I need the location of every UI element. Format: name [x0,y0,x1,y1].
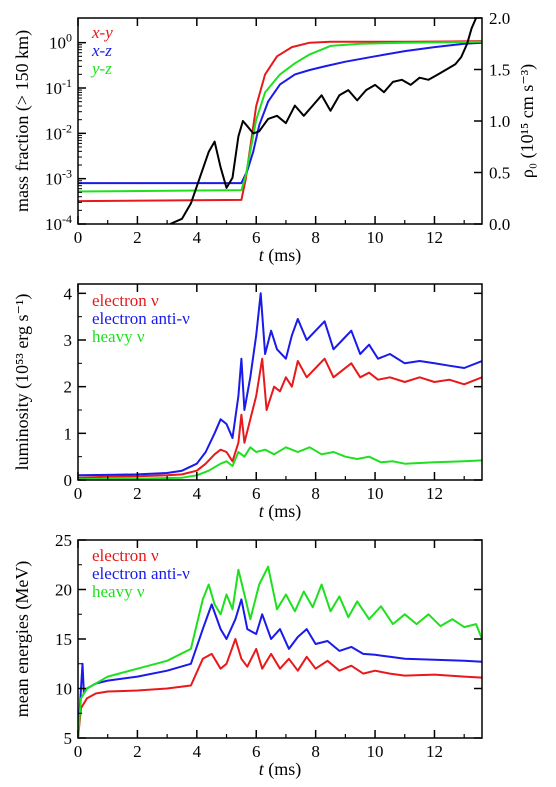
x-tick-label: 0 [74,742,83,761]
y-tick-label: 2 [64,378,73,397]
y2-tick-label: 0.5 [489,164,510,183]
x-tick-label: 6 [252,742,261,761]
y2-axis-label: ρ₀ (10¹⁵ cm s⁻³) [517,64,538,178]
y-tick-label: 0 [64,471,73,490]
y-tick-label: 15 [55,630,72,649]
y2-tick-label: 2.0 [489,9,510,28]
x-tick-label: 6 [252,484,261,503]
x-tick-label: 4 [193,742,202,761]
legend-entry: electron anti-ν [92,309,190,328]
x-axis-label: t (ms) [259,245,302,266]
x-tick-label: 4 [193,228,202,247]
x-tick-label: 4 [193,484,202,503]
y-tick-label: 10-3 [45,167,72,189]
x-tick-label: 2 [133,742,142,761]
plot-frame [77,283,483,481]
x-tick-label: 2 [133,228,142,247]
x-tick-label: 0 [74,484,83,503]
x-tick-label: 12 [426,742,443,761]
legend-entry: electron ν [92,291,159,310]
y-tick-label: 10-4 [45,212,72,234]
legend-entry: y-z [90,59,112,78]
series-line-electron- [78,638,482,738]
x-axis-label: t (ms) [259,759,302,780]
series-line-x-z [78,41,482,185]
series-line-electron- [78,357,482,479]
series-line-x-y [78,40,482,203]
x-tick-label: 10 [367,484,384,503]
x-tick-label: 0 [74,228,83,247]
y-tick-label: 10-2 [45,121,72,143]
legend-entry: electron anti-ν [92,564,190,583]
y-axis-label: mass fraction (> 150 km) [12,30,33,212]
y-axis-label: mean energies (MeV) [12,561,33,718]
y-tick-label: 1 [64,424,73,443]
y-tick-label: 100 [49,31,72,53]
legend-entry: heavy ν [92,582,145,601]
series-line-electron-anti- [78,598,482,738]
x-tick-label: 6 [252,228,261,247]
x-tick-label: 8 [311,484,320,503]
y2-tick-label: 1.0 [489,112,510,131]
mean-energies-panel: 0 2 4 6 8 10 12 t (ms) 5 10 15 20 25 mean energies (M… [12,531,483,780]
x-tick-label: 2 [133,484,142,503]
series-line-density [169,18,478,224]
y2-tick-label: 1.5 [489,61,510,80]
legend-entry: electron ν [92,546,159,565]
legend-entry: heavy ν [92,327,145,346]
y-tick-label: 10-1 [45,76,72,98]
y-axis-label: luminosity (10⁵³ erg s⁻¹) [12,294,33,471]
legend-entry: x-z [91,41,112,60]
y2-tick-label: 0.0 [489,215,510,234]
y-tick-label: 10 [55,680,72,699]
y-tick-label: 20 [55,581,72,600]
y-tick-label: 4 [64,284,73,303]
x-tick-label: 12 [426,484,443,503]
x-tick-label: 12 [426,228,443,247]
y-tick-label: 25 [55,531,72,550]
series-line-heavy- [78,565,482,738]
legend-entry: x-y [91,23,113,42]
series-line-heavy- [78,446,482,480]
series-line-electron-anti- [78,292,482,477]
x-tick-label: 8 [311,742,320,761]
mass-fraction-panel: 0 2 4 6 8 10 12 t (ms) 10-4 10-3 10-2 10-1 100 mass f… [12,9,538,266]
y-tick-label: 3 [64,331,73,350]
x-tick-label: 10 [367,742,384,761]
series-line-y-z [78,40,482,193]
y-tick-label: 5 [64,729,73,748]
x-axis-label: t (ms) [259,501,302,522]
x-tick-label: 10 [367,228,384,247]
x-tick-label: 8 [311,228,320,247]
